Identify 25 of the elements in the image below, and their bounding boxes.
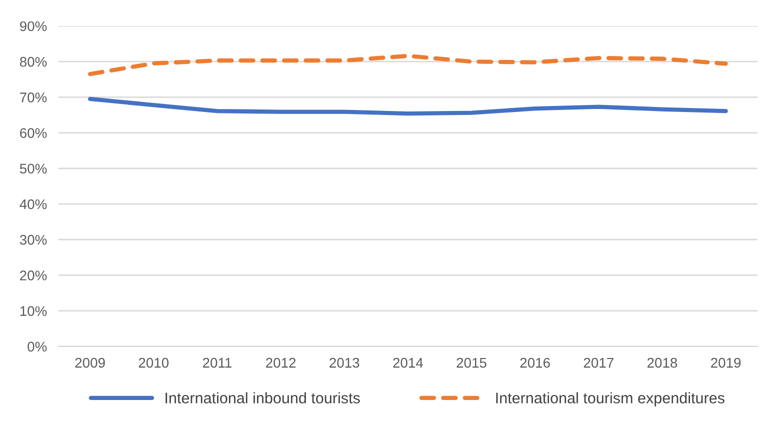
legend-label: International tourism expenditures (496, 392, 724, 406)
y-tick-label: 70% (20, 92, 47, 102)
y-tick-label: 90% (20, 21, 47, 32)
line-series (88, 54, 728, 76)
x-tick-label: 2016 (520, 358, 550, 368)
y-tick-label: 40% (20, 199, 47, 210)
x-tick-label: 2010 (138, 358, 169, 368)
x-tick-label: 2014 (393, 358, 423, 368)
x-tick-label: 2019 (711, 358, 741, 368)
x-tick-label: 2017 (584, 358, 614, 368)
x-tick-label: 2009 (75, 358, 105, 368)
legend-label: International inbound tourists (166, 392, 360, 404)
y-tick-label: 0% (28, 342, 47, 352)
y-tick-label: 10% (20, 306, 47, 316)
y-tick-label: 50% (20, 164, 47, 174)
y-tick-label: 30% (20, 234, 47, 245)
x-tick-label: 2013 (330, 358, 360, 368)
x-tick-label: 2018 (647, 358, 678, 368)
y-tick-label: 20% (20, 270, 47, 280)
y-tick-label: 60% (20, 128, 47, 138)
line-series (88, 96, 728, 116)
x-tick-label: 2011 (202, 358, 232, 368)
x-tick-label: 2012 (266, 358, 296, 368)
y-tick-label: 80% (20, 56, 47, 67)
x-tick-label: 2015 (456, 358, 486, 368)
